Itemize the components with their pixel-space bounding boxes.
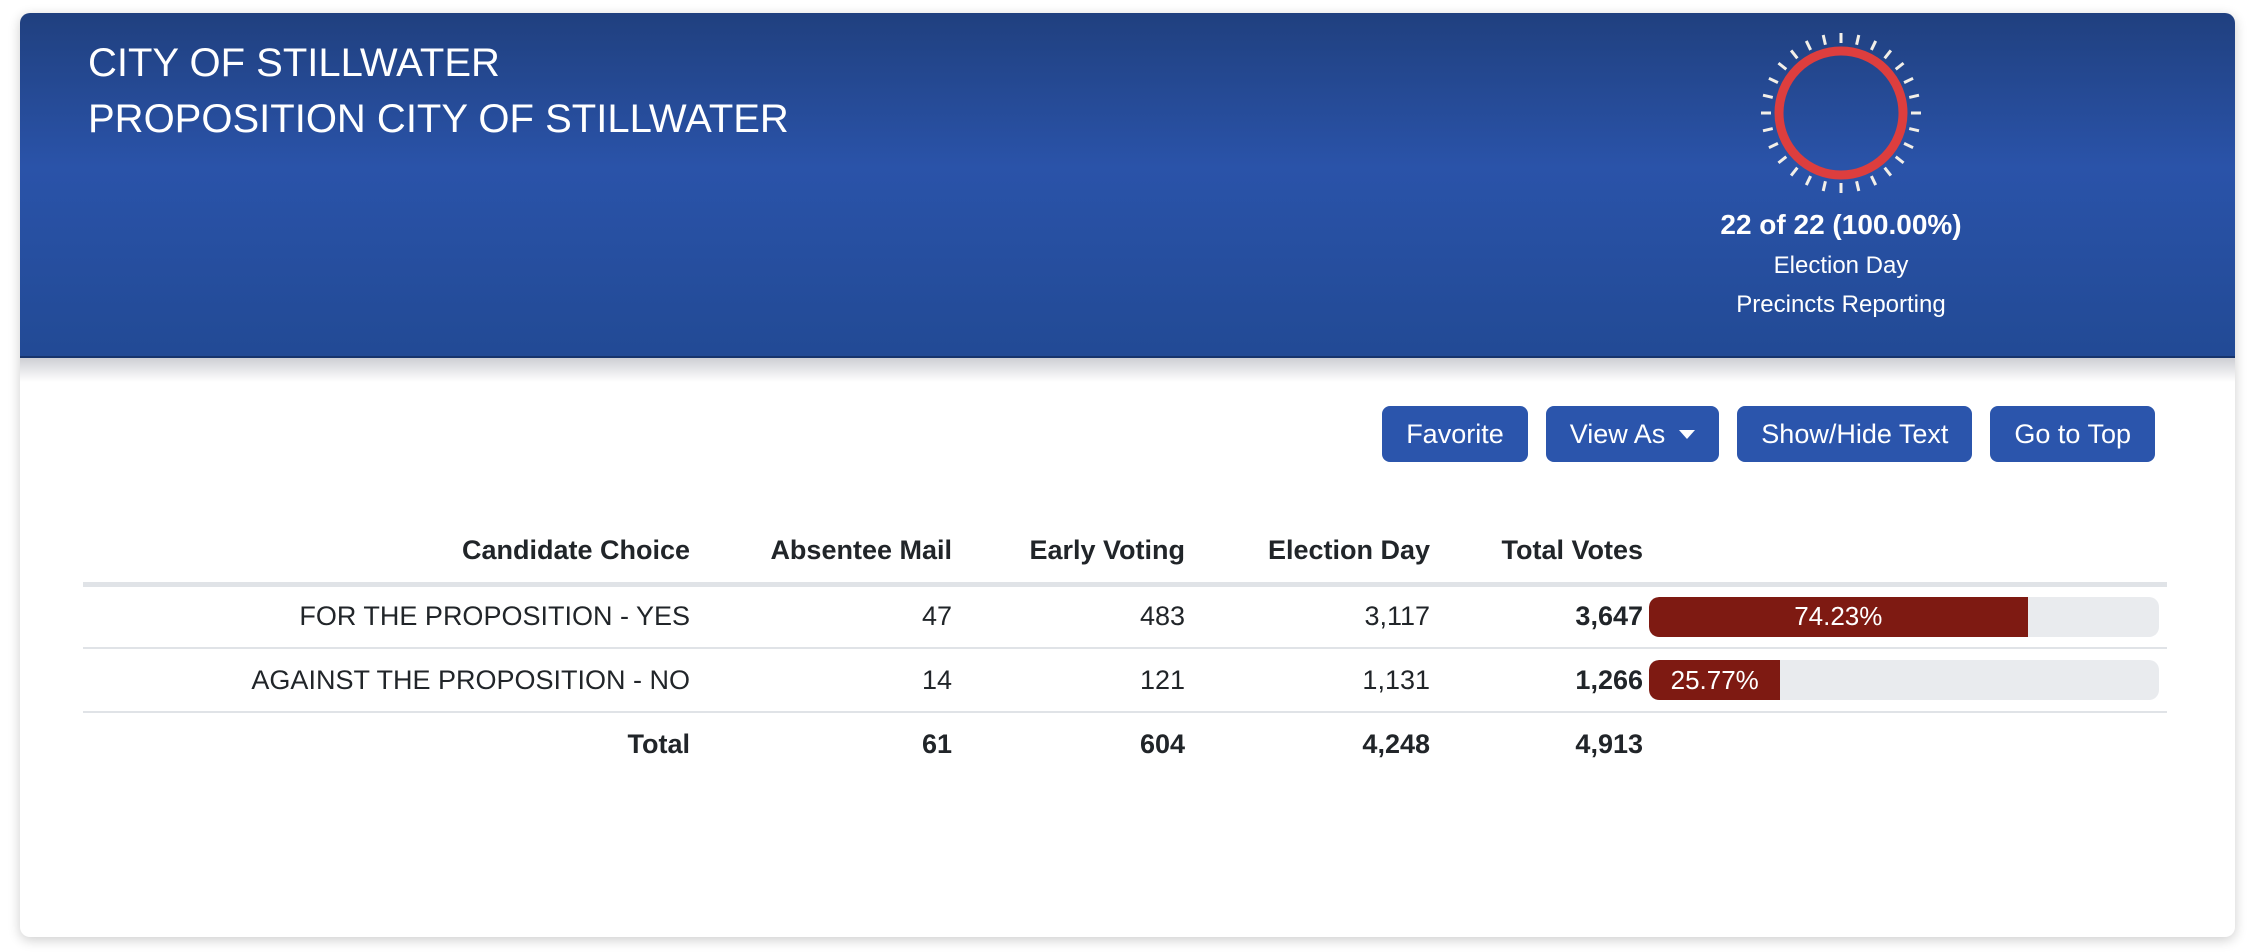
results-table: Candidate Choice Absentee Mail Early Vot… bbox=[83, 518, 2167, 776]
contest-title-line1: CITY OF STILLWATER bbox=[88, 41, 500, 85]
favorite-button[interactable]: Favorite bbox=[1382, 406, 1528, 462]
candidate-choice: FOR THE PROPOSITION - YES bbox=[299, 601, 690, 632]
percent-bar-fill: 74.23% bbox=[1649, 596, 2028, 637]
table-row: FOR THE PROPOSITION - YES 47 483 3,117 3… bbox=[83, 584, 2167, 648]
percent-label: 25.77% bbox=[1670, 664, 1759, 695]
precincts-progress-ring-icon bbox=[1761, 33, 1921, 193]
go-to-top-button[interactable]: Go to Top bbox=[1990, 406, 2155, 462]
go-to-top-button-label: Go to Top bbox=[2014, 418, 2131, 449]
table-header-row: Candidate Choice Absentee Mail Early Vot… bbox=[83, 518, 2167, 587]
total-votes: 1,266 bbox=[1430, 647, 1643, 712]
early-voting-votes: 121 bbox=[952, 647, 1185, 712]
contest-title-line2: PROPOSITION CITY OF STILLWATER bbox=[88, 97, 789, 141]
table-row: AGAINST THE PROPOSITION - NO 14 121 1,13… bbox=[83, 647, 2167, 712]
percent-bar-track: 25.77% bbox=[1649, 660, 2159, 700]
show-hide-text-button-label: Show/Hide Text bbox=[1761, 418, 1949, 449]
precincts-summary: 22 of 22 (100.00%) bbox=[1720, 209, 1962, 240]
percent-bar-track: 74.23% bbox=[1649, 596, 2159, 637]
favorite-button-label: Favorite bbox=[1406, 418, 1504, 449]
total-early-voting: 604 bbox=[952, 711, 1185, 776]
election-day-votes: 1,131 bbox=[1185, 647, 1430, 712]
col-header-absentee-mail: Absentee Mail bbox=[690, 518, 952, 587]
total-total-votes: 4,913 bbox=[1430, 711, 1643, 776]
results-card: CITY OF STILLWATER PROPOSITION CITY OF S… bbox=[20, 13, 2235, 937]
contest-title: CITY OF STILLWATER PROPOSITION CITY OF S… bbox=[88, 35, 789, 147]
percent-bar-fill: 25.77% bbox=[1649, 660, 1781, 700]
col-header-candidate-choice: Candidate Choice bbox=[83, 518, 690, 587]
percent-label: 74.23% bbox=[1794, 601, 1883, 632]
table-total-row: Total 61 604 4,248 4,913 bbox=[83, 711, 2167, 776]
total-votes: 3,647 bbox=[1575, 601, 1643, 632]
election-day-votes: 3,117 bbox=[1364, 601, 1430, 632]
precincts-line2: Precincts Reporting bbox=[1736, 291, 1946, 318]
view-as-dropdown-button[interactable]: View As bbox=[1545, 406, 1720, 462]
total-absentee-mail: 61 bbox=[690, 711, 952, 776]
total-row-label: Total bbox=[83, 711, 690, 776]
col-header-total-votes: Total Votes bbox=[1430, 518, 1643, 587]
col-header-early-voting: Early Voting bbox=[952, 518, 1185, 587]
view-as-button-label: View As bbox=[1569, 418, 1666, 449]
absentee-mail-votes: 14 bbox=[690, 647, 952, 712]
total-election-day: 4,248 bbox=[1185, 711, 1430, 776]
col-header-election-day: Election Day bbox=[1185, 518, 1430, 587]
show-hide-text-button[interactable]: Show/Hide Text bbox=[1737, 406, 1973, 462]
header-shadow bbox=[20, 358, 2235, 382]
chevron-down-icon bbox=[1679, 429, 1696, 439]
toolbar: Favorite View As Show/Hide Text Go to To… bbox=[1382, 406, 2155, 462]
contest-header: CITY OF STILLWATER PROPOSITION CITY OF S… bbox=[20, 13, 2235, 358]
absentee-mail-votes: 47 bbox=[921, 601, 952, 632]
percent-bar-cell: 25.77% bbox=[1643, 647, 2167, 712]
precincts-reporting-panel: 22 of 22 (100.00%) Election Day Precinct… bbox=[1621, 27, 2061, 319]
col-header-percent-bar bbox=[1643, 518, 2167, 587]
early-voting-votes: 483 bbox=[1139, 601, 1185, 632]
total-bar-cell-empty bbox=[1643, 711, 2167, 776]
candidate-choice: AGAINST THE PROPOSITION - NO bbox=[83, 647, 690, 712]
percent-bar-cell: 74.23% bbox=[1643, 584, 2167, 648]
precincts-line1: Election Day bbox=[1773, 252, 1909, 279]
